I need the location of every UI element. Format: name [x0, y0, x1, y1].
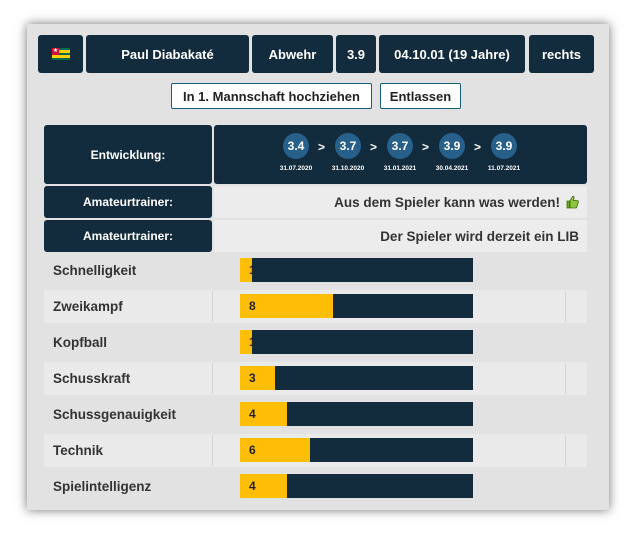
- attribute-value: 6: [249, 443, 256, 457]
- development-arrow: >: [318, 140, 326, 154]
- attribute-name: Schusskraft: [53, 371, 131, 386]
- attribute-value: 1: [249, 263, 256, 277]
- attribute-bar: 4: [240, 402, 473, 426]
- development-value: 3.7: [387, 133, 413, 159]
- attribute-bar-fill: [240, 474, 287, 498]
- attribute-row: Schnelligkeit 1: [44, 254, 587, 287]
- attribute-bar: 6: [240, 438, 473, 462]
- player-position: Abwehr: [252, 35, 333, 73]
- development-value: 3.9: [439, 133, 465, 159]
- development-arrow: >: [422, 140, 430, 154]
- development-step: 3.9 11.07.2021: [479, 133, 529, 172]
- trainer-label: Amateurtrainer:: [44, 220, 212, 252]
- attribute-value: 1: [249, 335, 256, 349]
- attribute-value: 8: [249, 299, 256, 313]
- development-date: 30.04.2021: [435, 165, 469, 172]
- attribute-name: Technik: [53, 443, 104, 458]
- trainer-comment: Aus dem Spieler kann was werden!: [214, 186, 587, 218]
- attribute-row: Schussgenauigkeit 4: [44, 398, 587, 431]
- player-birthdate: 04.10.01 (19 Jahre): [379, 35, 525, 73]
- attribute-bar: 8: [240, 294, 473, 318]
- development-arrow: >: [474, 140, 482, 154]
- attribute-row: Zweikampf 8: [44, 290, 587, 323]
- attribute-bar-fill: [240, 330, 252, 354]
- attribute-row: Technik 6: [44, 434, 587, 467]
- thumbs-up-icon: [566, 195, 579, 209]
- nationality-cell: ★: [38, 35, 83, 73]
- attribute-bar: 4: [240, 474, 473, 498]
- trainer-comment: Der Spieler wird derzeit ein LIB: [214, 220, 587, 252]
- attribute-value: 4: [249, 407, 256, 421]
- development-step: 3.9 30.04.2021: [427, 133, 477, 172]
- attribute-name: Zweikampf: [53, 299, 123, 314]
- development-date: 31.01.2021: [383, 165, 417, 172]
- attribute-row: Schusskraft 3: [44, 362, 587, 395]
- attribute-value: 3: [249, 371, 256, 385]
- development-value: 3.4: [283, 133, 309, 159]
- attribute-bar: 1: [240, 258, 473, 282]
- player-panel: ★ Paul Diabakaté Abwehr 3.9 04.10.01 (19…: [27, 24, 609, 510]
- trainer-label: Amateurtrainer:: [44, 186, 212, 218]
- development-step: 3.4 31.07.2020: [271, 133, 321, 172]
- development-step: 3.7 31.10.2020: [323, 133, 373, 172]
- player-rating: 3.9: [336, 35, 376, 73]
- attribute-bar-fill: [240, 402, 287, 426]
- attribute-name: Schussgenauigkeit: [53, 407, 177, 422]
- attribute-row: Spielintelligenz 4: [44, 470, 587, 503]
- player-foot: rechts: [529, 35, 594, 73]
- attribute-name: Kopfball: [53, 335, 107, 350]
- player-name: Paul Diabakaté: [86, 35, 249, 73]
- development-date: 31.07.2020: [279, 165, 313, 172]
- attribute-row: Kopfball 1: [44, 326, 587, 359]
- attribute-name: Spielintelligenz: [53, 479, 152, 494]
- development-value: 3.7: [335, 133, 361, 159]
- trainer-comment-text: Der Spieler wird derzeit ein LIB: [380, 228, 579, 244]
- development-arrow: >: [370, 140, 378, 154]
- development-timeline: 3.4 31.07.2020 > 3.7 31.10.2020 > 3.7 31…: [214, 125, 587, 184]
- attribute-name: Schnelligkeit: [53, 263, 137, 278]
- trainer-comment-text: Aus dem Spieler kann was werden!: [334, 194, 560, 210]
- attribute-bar-fill: [240, 294, 334, 318]
- attribute-value: 4: [249, 479, 256, 493]
- attribute-bar: 3: [240, 366, 473, 390]
- development-value: 3.9: [491, 133, 517, 159]
- development-date: 31.10.2020: [331, 165, 365, 172]
- attribute-bar: 1: [240, 330, 473, 354]
- attribute-bar-fill: [240, 366, 275, 390]
- dismiss-button[interactable]: Entlassen: [380, 83, 461, 109]
- development-label: Entwicklung:: [44, 125, 212, 184]
- attribute-bar-fill: [240, 438, 310, 462]
- attribute-bar-fill: [240, 258, 252, 282]
- promote-button[interactable]: In 1. Mannschaft hochziehen: [171, 83, 372, 109]
- togo-flag-icon: ★: [51, 48, 70, 60]
- development-step: 3.7 31.01.2021: [375, 133, 425, 172]
- development-date: 11.07.2021: [487, 165, 521, 172]
